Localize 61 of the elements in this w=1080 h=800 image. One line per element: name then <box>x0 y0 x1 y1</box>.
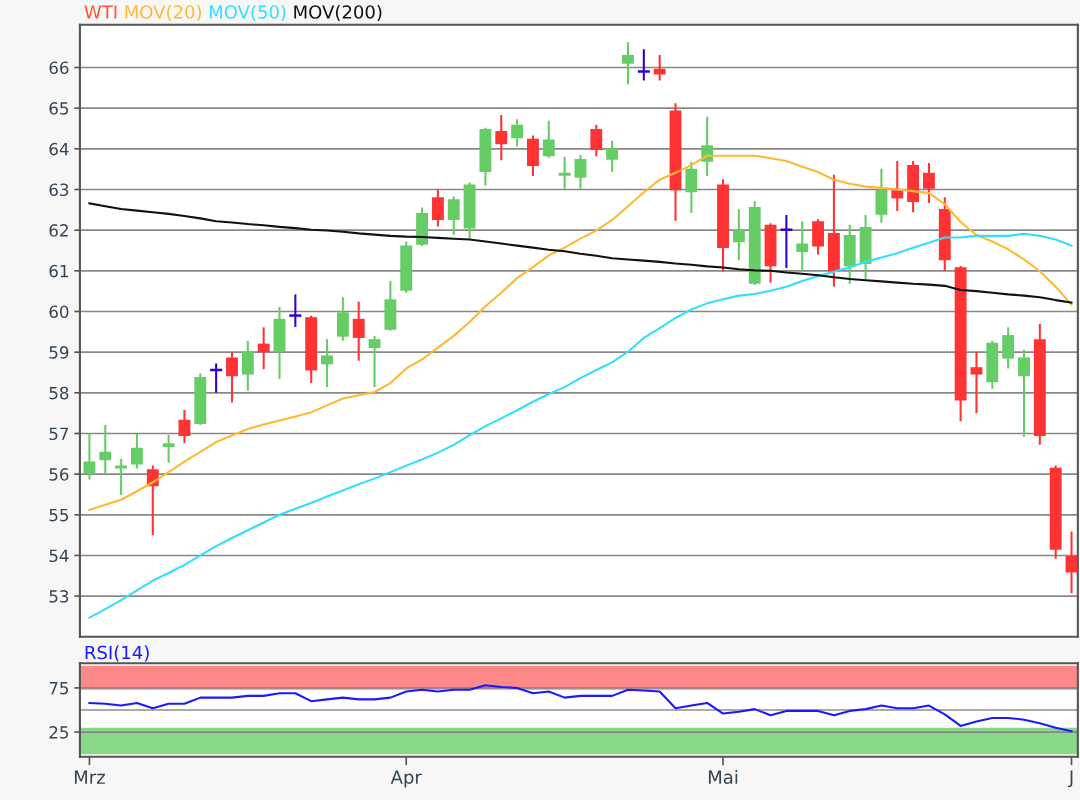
candlestick <box>732 207 745 262</box>
line-series <box>88 202 1073 304</box>
y-tick-label: 53 <box>49 590 69 603</box>
candlestick <box>352 300 365 362</box>
x-tick-label: Mrz <box>74 770 105 784</box>
y-tick-label: 56 <box>49 468 69 481</box>
candlestick <box>923 162 935 204</box>
y-tick-label: 65 <box>49 102 69 115</box>
y-tick-label: 59 <box>49 346 69 359</box>
candlestick <box>606 139 619 174</box>
x-tick-label: J <box>1067 770 1073 788</box>
candlestick <box>1018 348 1030 438</box>
candlestick <box>241 339 254 392</box>
candlestick <box>1065 530 1078 595</box>
candlestick <box>131 432 143 470</box>
y-tick-label: 55 <box>49 508 69 522</box>
x-tick-label: Mai <box>708 769 738 784</box>
candlestick <box>288 293 303 328</box>
text: MOV(50) <box>209 4 286 21</box>
candlestick <box>368 334 381 389</box>
candlestick <box>1002 326 1015 370</box>
text: MOV(20) <box>125 4 202 21</box>
y-tick-label: 64 <box>49 142 69 156</box>
candlestick <box>779 214 794 270</box>
candlestick <box>162 434 175 464</box>
y-tick-label: 61 <box>49 264 68 278</box>
candlestick <box>701 115 714 178</box>
candlestick <box>431 188 444 228</box>
candlestick <box>321 338 333 389</box>
candlestick <box>590 123 603 158</box>
candlestick <box>99 423 112 475</box>
candlestick <box>574 153 587 190</box>
y-tick-label: 58 <box>49 386 69 400</box>
y-tick-label: 63 <box>49 183 69 197</box>
y-tick-label: 54 <box>49 549 69 563</box>
candlestick <box>622 41 634 86</box>
candlestick <box>685 160 698 214</box>
text: MOV(200) <box>294 4 382 21</box>
candlestick <box>558 155 571 190</box>
y-tick-label: 60 <box>49 305 69 319</box>
text: WTI <box>84 5 117 19</box>
candlestick <box>891 159 904 213</box>
line-series <box>88 684 1073 733</box>
candlestick <box>542 119 555 159</box>
candlestick <box>970 350 983 415</box>
candlestick <box>495 114 508 162</box>
text: RSI(14) <box>85 645 149 662</box>
y-tick-label: 62 <box>49 224 68 237</box>
candlestick <box>447 195 460 236</box>
y-tick-label: 75 <box>49 682 69 695</box>
candlestick <box>226 350 238 404</box>
candlestick <box>257 326 270 371</box>
y-tick-label: 57 <box>49 427 69 441</box>
y-tick-label: 25 <box>49 726 69 739</box>
candlestick <box>178 408 191 445</box>
candlestick <box>511 118 524 148</box>
y-tick-label: 66 <box>49 61 69 75</box>
x-tick-label: Apr <box>390 770 422 788</box>
candlestick <box>796 220 809 273</box>
candlestick <box>83 432 96 481</box>
line-series <box>88 232 1073 619</box>
